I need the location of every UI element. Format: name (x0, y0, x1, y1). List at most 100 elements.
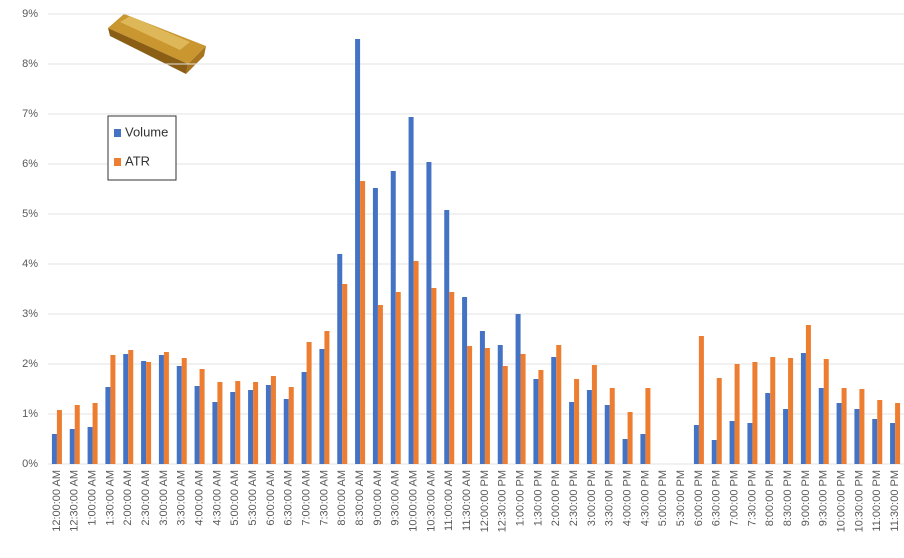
legend-box (107, 115, 177, 181)
y-tick-label: 4% (22, 258, 38, 270)
bar (444, 210, 450, 464)
gold-bar-icon (108, 14, 206, 74)
bar (123, 354, 129, 464)
y-tick-label: 3% (22, 308, 38, 320)
x-tick-label: 2:30:00 PM (568, 470, 580, 526)
x-tick-label: 4:00:00 AM (193, 470, 205, 526)
x-tick-label: 7:00:00 PM (728, 470, 740, 526)
bar (627, 412, 633, 464)
bar (734, 364, 740, 464)
x-tick-label: 4:00:00 PM (621, 470, 633, 526)
bar (805, 325, 811, 464)
x-tick-label: 11:30:00 AM (461, 470, 473, 531)
x-tick-label: 6:00:00 PM (693, 470, 705, 526)
legend: Volume ATR (107, 115, 177, 181)
bar (859, 389, 865, 464)
bar (586, 390, 592, 464)
bar (497, 345, 503, 464)
bar (426, 162, 432, 464)
x-tick-label: 8:30:00 AM (354, 470, 366, 526)
bar (788, 358, 794, 464)
bar (146, 362, 152, 464)
bar (711, 440, 717, 464)
bar (372, 188, 378, 464)
bar (199, 369, 205, 464)
bar (479, 331, 485, 464)
bar (253, 382, 259, 464)
x-tick-label: 5:00:00 PM (657, 470, 669, 526)
bar (591, 365, 597, 464)
x-tick-label: 3:00:00 PM (586, 470, 598, 526)
bar (890, 423, 896, 464)
legend-swatch (114, 129, 121, 137)
y-tick-label: 1% (22, 408, 38, 420)
bar (301, 372, 307, 464)
bar (270, 376, 276, 464)
x-tick-label: 2:30:00 AM (140, 470, 152, 526)
x-tick-label: 1:00:00 PM (514, 470, 526, 526)
y-tick-label: 9% (22, 8, 38, 20)
x-tick-label: 3:00:00 AM (158, 470, 170, 526)
x-tick-label: 10:00:00 AM (407, 470, 419, 532)
x-tick-label: 11:30:00 PM (889, 470, 901, 532)
bar (319, 349, 325, 464)
x-tick-label: 4:30:00 PM (639, 470, 651, 526)
bar (765, 393, 771, 464)
bar (230, 392, 236, 464)
x-tick-label: 10:00:00 PM (835, 470, 847, 532)
bar (337, 254, 343, 464)
x-tick-label: 12:00:00 AM (51, 470, 63, 532)
bar (716, 378, 722, 464)
bar (92, 403, 98, 464)
bar (360, 181, 366, 464)
bar (105, 387, 111, 464)
bar (698, 336, 704, 464)
bar (841, 388, 847, 464)
bar (854, 409, 860, 464)
bar (823, 359, 829, 464)
bar (69, 429, 75, 464)
y-tick-label: 8% (22, 58, 38, 70)
bar (515, 314, 521, 464)
bar (248, 390, 254, 464)
bar (604, 405, 610, 464)
bar (324, 331, 330, 464)
bar (467, 346, 473, 464)
bar (877, 400, 883, 464)
x-tick-label: 7:30:00 PM (746, 470, 758, 526)
x-tick-label: 11:00:00 AM (443, 470, 455, 531)
bar (87, 427, 93, 464)
x-tick-label: 12:30:00 AM (69, 470, 81, 532)
bar (413, 261, 419, 464)
x-tick-label: 11:00:00 PM (871, 470, 883, 532)
bar (640, 434, 646, 464)
x-tick-label: 1:30:00 PM (532, 470, 544, 526)
y-tick-label: 5% (22, 208, 38, 220)
x-tick-label: 4:30:00 AM (211, 470, 223, 526)
x-tick-label: 9:00:00 AM (372, 470, 384, 526)
x-tick-label: 3:30:00 PM (604, 470, 616, 526)
bar (693, 425, 699, 464)
bar (836, 403, 842, 464)
y-tick-label: 7% (22, 108, 38, 120)
bar (783, 409, 789, 464)
x-tick-label: 2:00:00 PM (550, 470, 562, 526)
x-tick-label: 10:30:00 AM (425, 470, 437, 532)
bar (431, 288, 437, 464)
bar (395, 292, 401, 464)
x-tick-label: 10:30:00 PM (853, 470, 865, 532)
bar (574, 379, 580, 464)
bar (377, 305, 383, 464)
x-tick-label: 7:00:00 AM (300, 470, 312, 526)
bar (895, 403, 901, 464)
bar (128, 350, 134, 464)
bar (538, 370, 544, 464)
bar (306, 342, 312, 464)
x-tick-label: 6:00:00 AM (265, 470, 277, 526)
bar (176, 366, 182, 464)
x-tick-label: 8:30:00 PM (782, 470, 794, 526)
bar (217, 382, 223, 464)
bar (729, 421, 735, 464)
x-tick-label: 8:00:00 AM (336, 470, 348, 526)
